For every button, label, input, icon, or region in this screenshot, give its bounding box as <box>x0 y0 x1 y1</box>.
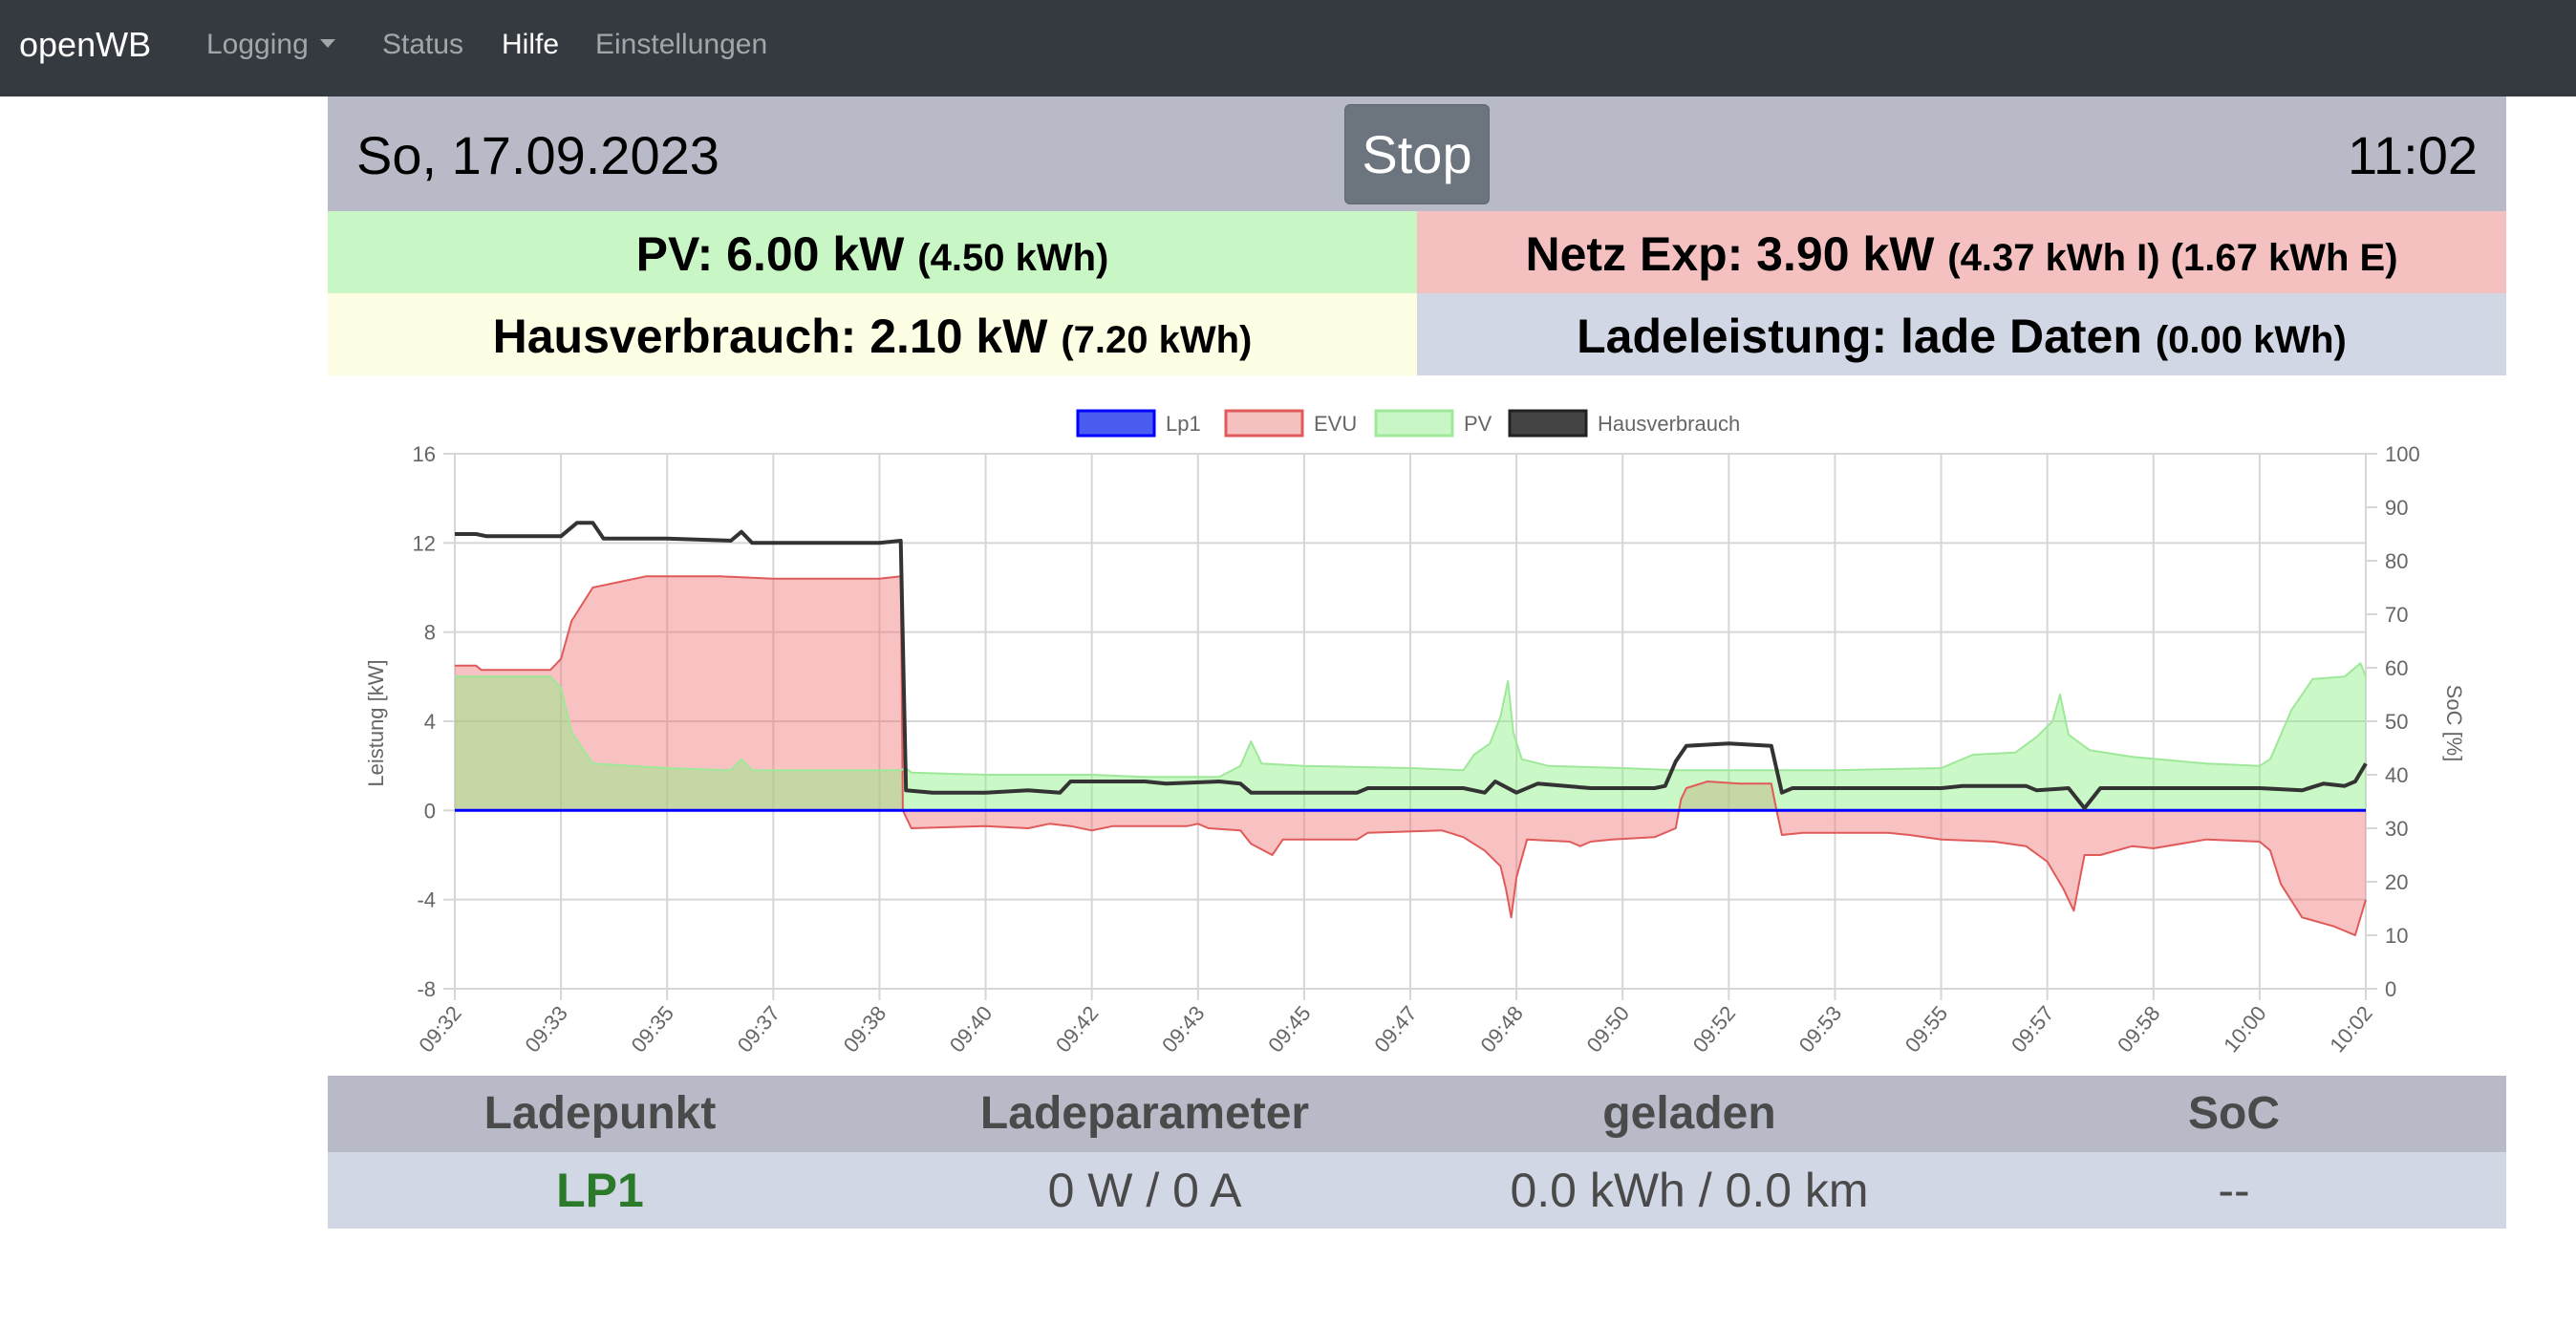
y-axis-ticks: 16 12 8 4 0 -4 -8 <box>413 442 436 1001</box>
y2-tick-label: 80 <box>2385 549 2408 573</box>
y2-tick-label: 100 <box>2385 442 2420 466</box>
y-tick-label: -4 <box>417 888 436 912</box>
x-tick-label: 09:58 <box>2113 1001 2165 1057</box>
series-line-hausverbrauch <box>455 521 2368 810</box>
y2-tick-label: 10 <box>2385 924 2408 948</box>
legend-label-lp1: Lp1 <box>1166 412 1201 436</box>
series-line-pv <box>455 662 2367 779</box>
x-axis-ticks: 09:32 09:33 09:35 09:37 09:38 09:40 09:42 09:43… <box>414 1001 2377 1057</box>
legend-label-evu: EVU <box>1314 412 1357 436</box>
chart-legend: Lp1 EVU PV Hausverbrauch <box>1076 409 1740 438</box>
netz-power-cell: Netz Exp: 3.90 kW (4.37 kWh I) (1.67 kWh… <box>1417 211 2506 293</box>
ladeparameter-value: 0 W / 0 A <box>1047 1164 1242 1217</box>
nav-hilfe[interactable]: Hilfe <box>502 29 560 60</box>
y2-tick-label: 20 <box>2385 870 2408 894</box>
x-tick-label: 09:40 <box>945 1001 998 1057</box>
netz-energy-value: (4.37 kWh I) (1.67 kWh E) <box>1947 237 2398 279</box>
x-tick-label: 09:53 <box>1794 1001 1847 1057</box>
header-geladen: geladen <box>1602 1088 1776 1139</box>
chart-lines <box>455 521 2368 936</box>
x-tick-label: 09:55 <box>1900 1001 1953 1057</box>
ladeleistung-cell: Ladeleistung: lade Daten (0.00 kWh) <box>1417 293 2506 375</box>
y2-tick-label: 90 <box>2385 496 2408 520</box>
y-tick-label: 4 <box>424 710 436 734</box>
ladeleistung-value: Ladeleistung: lade Daten <box>1577 310 2142 363</box>
x-tick-label: 09:48 <box>1475 1001 1528 1057</box>
hausverbrauch-energy-value: (7.20 kWh) <box>1061 319 1253 361</box>
current-time: 11:02 <box>2348 125 2478 185</box>
y-tick-label: 16 <box>413 442 436 466</box>
nav-status[interactable]: Status <box>382 29 464 60</box>
brand-logo[interactable]: openWB <box>19 25 152 64</box>
nav-einstellungen[interactable]: Einstellungen <box>595 29 768 60</box>
chevron-down-icon <box>319 38 335 48</box>
y-tick-label: -8 <box>417 977 436 1001</box>
x-tick-label: 09:52 <box>1688 1001 1741 1057</box>
pv-energy-value: (4.50 kWh) <box>917 237 1109 279</box>
x-tick-label: 10:02 <box>2325 1001 2377 1057</box>
legend-swatch-evu <box>1224 409 1304 438</box>
x-tick-label: 09:42 <box>1051 1001 1104 1057</box>
date-bar: So, 17.09.2023 Stop 11:02 <box>328 96 2506 211</box>
y2-tick-label: 70 <box>2385 603 2408 627</box>
pv-power-value: PV: 6.00 kW <box>635 227 905 281</box>
legend-label-hausverbrauch: Hausverbrauch <box>1598 412 1740 436</box>
ladepunkt-name[interactable]: LP1 <box>556 1164 644 1217</box>
current-date: So, 17.09.2023 <box>356 125 719 185</box>
nav-logging[interactable]: Logging <box>206 0 335 96</box>
hausverbrauch-cell: Hausverbrauch: 2.10 kW (7.20 kWh) <box>328 293 1417 375</box>
chart-grid <box>443 453 2377 1000</box>
table-row[interactable]: LP1 0 W / 0 A 0.0 kWh / 0.0 km -- <box>328 1152 2506 1229</box>
soc-value: -- <box>2218 1164 2250 1217</box>
header-soc: SoC <box>2188 1088 2280 1139</box>
x-tick-label: 09:45 <box>1263 1001 1316 1057</box>
netz-power-value: Netz Exp: 3.90 kW <box>1525 227 1935 281</box>
y2-tick-label: 50 <box>2385 710 2408 734</box>
x-tick-label: 09:35 <box>627 1001 679 1057</box>
ladeleistung-energy-value: (0.00 kWh) <box>2155 319 2347 361</box>
header-ladepunkt: Ladepunkt <box>483 1088 717 1139</box>
y2-axis-label: SoC [%] <box>2442 685 2466 762</box>
y2-tick-label: 30 <box>2385 817 2408 841</box>
hausverbrauch-power-value: Hausverbrauch: 2.10 kW <box>492 310 1048 363</box>
series-area-evu <box>455 576 2366 935</box>
nav-logging-label: Logging <box>206 29 309 60</box>
x-tick-label: 09:47 <box>1369 1001 1422 1057</box>
y-tick-label: 8 <box>424 621 436 645</box>
x-tick-label: 09:32 <box>414 1001 466 1057</box>
legend-swatch-hausverbrauch <box>1508 409 1588 438</box>
power-chart: Lp1 EVU PV Hausverbrauch 16 12 8 4 0 -4 -8 100 90 8… <box>328 401 2506 1070</box>
x-tick-label: 09:57 <box>2007 1001 2059 1057</box>
pv-power-cell: PV: 6.00 kW (4.50 kWh) <box>328 211 1417 293</box>
x-tick-label: 09:37 <box>733 1001 785 1057</box>
legend-swatch-pv <box>1374 409 1454 438</box>
x-tick-label: 09:33 <box>520 1001 572 1057</box>
y-tick-label: 12 <box>413 531 436 555</box>
legend-swatch-lp1 <box>1076 409 1156 438</box>
navbar: openWB Logging Status Hilfe Einstellunge… <box>0 0 2576 96</box>
y-axis-label: Leistung [kW] <box>364 659 388 786</box>
geladen-value: 0.0 kWh / 0.0 km <box>1510 1164 1869 1217</box>
ladepunkt-table-header: Ladepunkt Ladeparameter geladen SoC <box>328 1076 2506 1152</box>
x-tick-label: 09:43 <box>1157 1001 1210 1057</box>
y2-tick-label: 0 <box>2385 977 2396 1001</box>
legend-label-pv: PV <box>1464 412 1492 436</box>
x-tick-label: 09:38 <box>839 1001 891 1057</box>
y-tick-label: 0 <box>424 799 436 823</box>
x-tick-label: 09:50 <box>1582 1001 1635 1057</box>
x-tick-label: 10:00 <box>2219 1001 2271 1057</box>
y2-tick-label: 40 <box>2385 763 2408 787</box>
header-ladeparameter: Ladeparameter <box>979 1088 1310 1139</box>
series-line-evu <box>455 575 2367 936</box>
stop-button[interactable]: Stop <box>1344 104 1490 204</box>
y2-tick-label: 60 <box>2385 656 2408 680</box>
